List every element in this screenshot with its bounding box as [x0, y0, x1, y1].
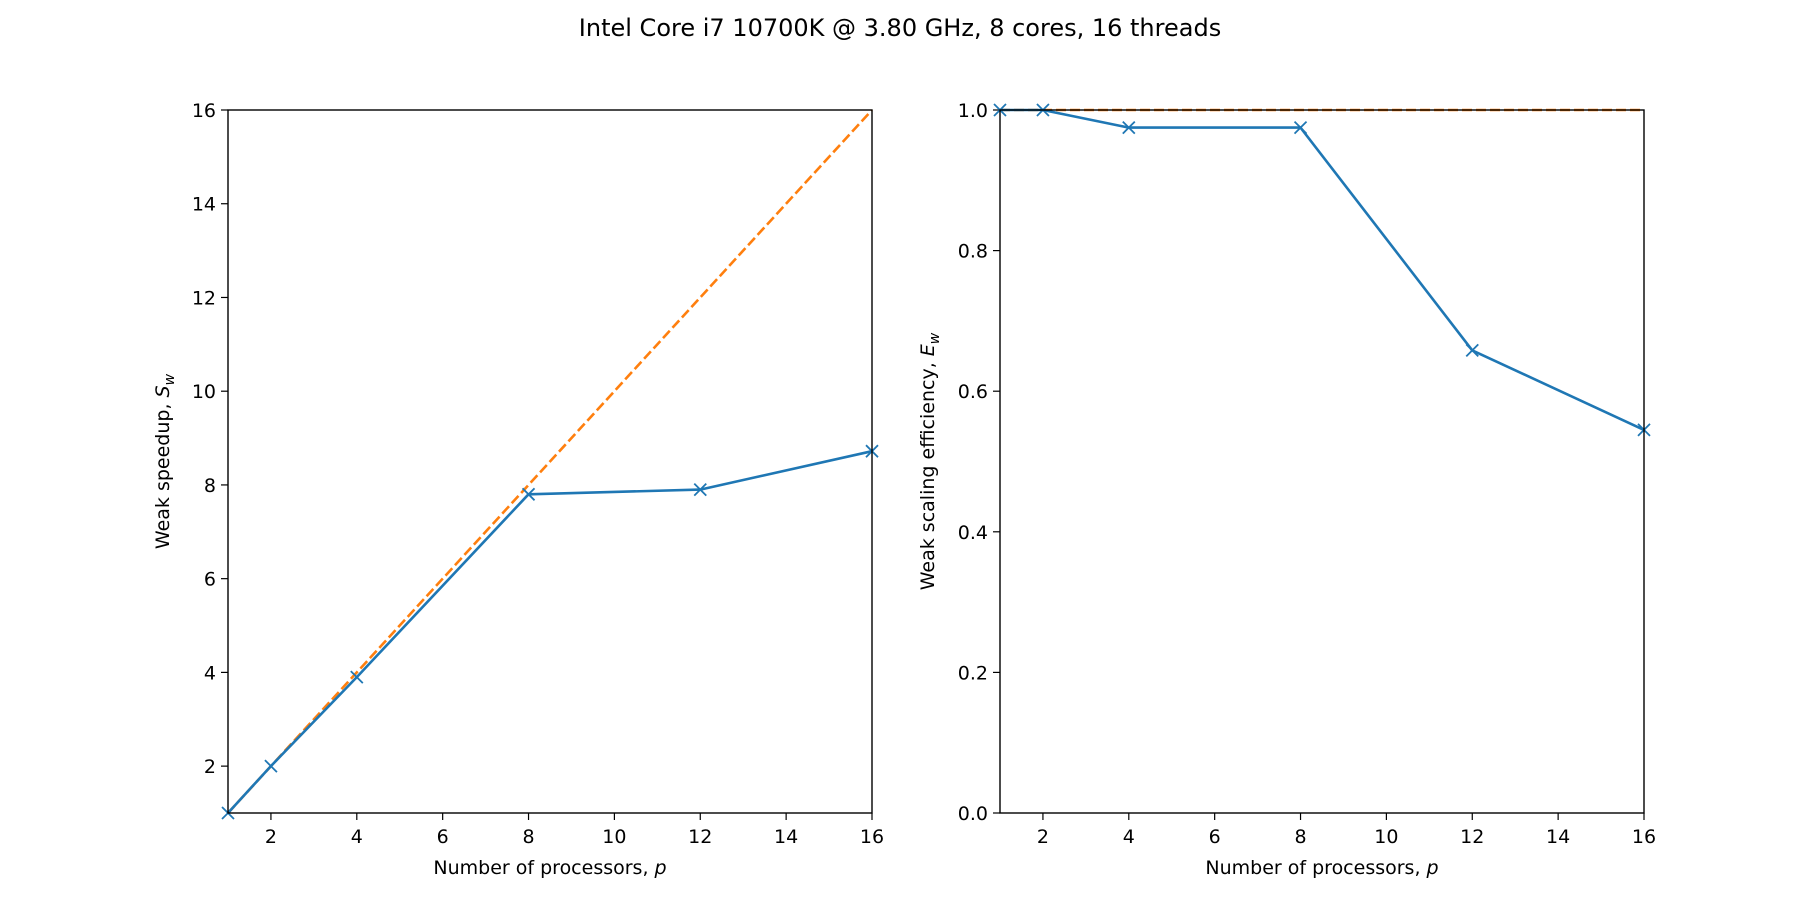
point-marker-stroke: [693, 482, 707, 497]
chart1-y-tick-label: 8: [204, 475, 216, 497]
chart1-series-measured-point: [264, 759, 278, 773]
figure-title: Intel Core i7 10700K @ 3.80 GHz, 8 cores…: [579, 14, 1221, 42]
chart1-x-tick-label: 10: [602, 826, 626, 848]
efficiency-chart: 2 4 6 8 10 12 14 16 0.0 0.2 0.4 0.6 0.8 1.0 Number of …: [917, 100, 1656, 879]
chart1-y-tick-label: 16: [192, 100, 216, 122]
chart1-x-tick-label: 16: [860, 826, 884, 848]
chart2-y-tick-label: 0.2: [958, 662, 988, 684]
y-axis-label-subscript: w: [162, 373, 178, 385]
chart2-y-tick-label: 0.8: [958, 241, 988, 263]
point-marker-stroke: [1293, 120, 1308, 135]
y-axis-label-variable: E: [917, 344, 939, 356]
chart2-y-axis-label: Weak scaling efficiency, Ew: [917, 332, 943, 590]
point-marker-stroke: [1122, 120, 1136, 135]
chart1-series-ideal-line: [227, 109, 873, 814]
chart2-series-measured-point: [1465, 343, 1479, 358]
chart1-axes-frame: [227, 109, 873, 814]
chart2-x-tick-label: 10: [1374, 826, 1398, 848]
chart1-series-measured-point: [521, 487, 536, 501]
chart1-x-tick-label: 12: [688, 826, 712, 848]
chart1-y-tick-label: 2: [204, 756, 216, 778]
chart1-x-axis-label: Number of processors, p: [433, 857, 666, 879]
chart1-y-tick-label: 14: [192, 194, 216, 216]
y-axis-label-text: Weak speedup,: [152, 397, 174, 549]
chart2-x-tick-label: 8: [1294, 826, 1306, 848]
chart2-x-tick-label: 6: [1209, 826, 1221, 848]
chart1-y-tick-label: 12: [192, 287, 216, 309]
chart1-y-tick-label: 4: [204, 662, 216, 684]
chart1-y-tick-label: 6: [204, 569, 216, 591]
x-axis-label-text: Number of processors,: [1205, 857, 1426, 879]
point-marker-stroke: [1465, 343, 1479, 358]
chart2-series-measured-point: [1293, 120, 1308, 135]
chart2-y-tick-label: 0.0: [958, 803, 988, 825]
point-marker-stroke: [350, 670, 364, 684]
chart2-x-tick-label: 14: [1546, 826, 1570, 848]
point-marker-stroke: [521, 487, 536, 501]
chart1-x-tick-label: 6: [437, 826, 449, 848]
chart2-y-tick-label: 1.0: [958, 100, 988, 122]
chart1-x-tick-label: 8: [522, 826, 534, 848]
chart2-y-tick-label: 0.4: [958, 522, 988, 544]
chart2-x-tick-label: 4: [1123, 826, 1135, 848]
chart2-x-tick-label: 12: [1460, 826, 1484, 848]
x-axis-label-text: Number of processors,: [433, 857, 654, 879]
y-axis-label-variable: S: [152, 385, 174, 397]
point-marker-stroke: [264, 759, 278, 773]
y-axis-label-subscript: w: [927, 332, 943, 344]
chart1-y-axis-label: Weak speedup, Sw: [152, 373, 178, 549]
chart2-series-measured-line: [1000, 108, 1645, 432]
chart1-series-measured-line: [227, 449, 873, 814]
chart2-axes-frame: [999, 109, 1645, 814]
chart2-x-tick-label: 2: [1037, 826, 1049, 848]
x-axis-label-variable: p: [654, 857, 667, 879]
chart2-series-measured-point: [1122, 120, 1136, 135]
chart2-y-tick-label: 0.6: [958, 381, 988, 403]
chart2-x-axis-label: Number of processors, p: [1205, 857, 1438, 879]
speedup-chart: 2 4 6 8 10 12 14 16 2 4 6 8 10 12 14 16 Number of proces…: [152, 100, 884, 879]
chart2-x-tick-label: 16: [1632, 826, 1656, 848]
chart1-series-measured-point: [693, 482, 707, 497]
chart1-x-tick-label: 4: [351, 826, 363, 848]
x-axis-label-variable: p: [1426, 857, 1439, 879]
chart1-series-measured-point: [350, 670, 364, 684]
chart1-x-tick-label: 2: [265, 826, 277, 848]
chart1-x-tick-label: 14: [774, 826, 798, 848]
y-axis-label-text: Weak scaling efficiency,: [917, 356, 939, 590]
chart1-y-tick-label: 10: [192, 381, 216, 403]
